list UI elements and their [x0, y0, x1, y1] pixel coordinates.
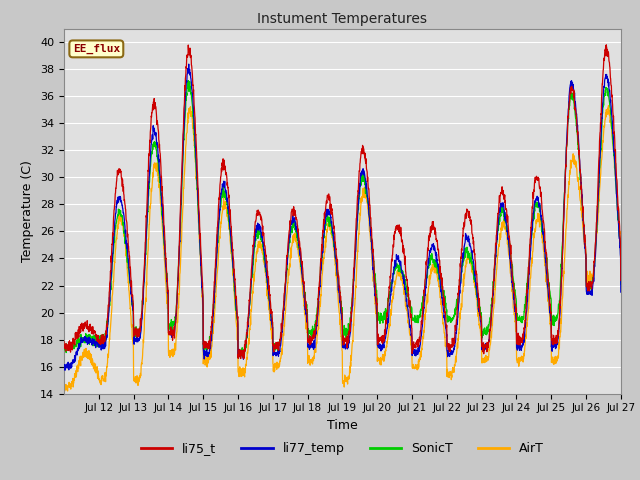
Y-axis label: Temperature (C): Temperature (C) [22, 160, 35, 262]
Legend: li75_t, li77_temp, SonicT, AirT: li75_t, li77_temp, SonicT, AirT [136, 437, 548, 460]
X-axis label: Time: Time [327, 419, 358, 432]
Title: Instument Temperatures: Instument Temperatures [257, 12, 428, 26]
Text: EE_flux: EE_flux [73, 44, 120, 54]
